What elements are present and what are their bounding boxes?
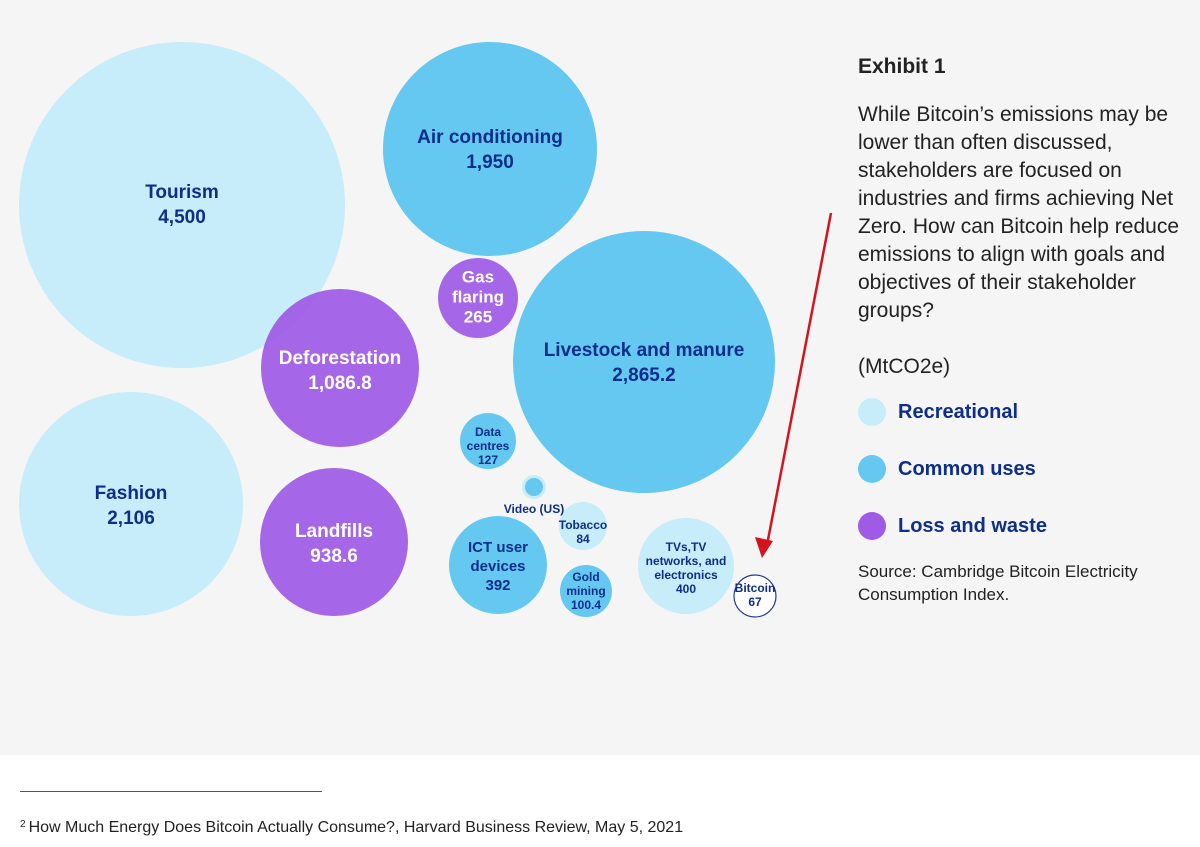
footnote-rule xyxy=(20,791,322,792)
bubble-label-ict-user-devices-line-2: devices xyxy=(470,558,525,575)
bubble-ict-user-devices xyxy=(449,516,547,614)
legend: Recreational Common uses Loss and waste xyxy=(858,398,1188,540)
legend-item-common-uses: Common uses xyxy=(858,455,1188,483)
bubble-value-tobacco: 84 xyxy=(576,532,590,546)
bubble-value-gas-flaring: 265 xyxy=(464,307,492,326)
legend-item-recreational: Recreational xyxy=(858,398,1188,426)
bubble-label-tourism: Tourism xyxy=(145,182,219,203)
bubble-label-data-centres-line-1: Data xyxy=(475,425,501,439)
legend-item-loss-and-waste: Loss and waste xyxy=(858,512,1188,540)
bubble-video-us-core xyxy=(525,478,543,496)
annotation-arrow-head xyxy=(755,537,773,558)
bubble-chart: Tourism 4,500 Fashion 2,106 Air conditioning… xyxy=(19,42,833,618)
bubble-value-livestock-and-manure: 2,865.2 xyxy=(612,365,675,386)
bubble-value-deforestation: 1,086.8 xyxy=(308,373,371,394)
bubble-label-gas-flaring-line-2: flaring xyxy=(452,287,504,306)
legend-swatch-loss-and-waste xyxy=(858,512,886,540)
bubble-value-tvs-tv-networks-and-electronics: 400 xyxy=(676,582,696,596)
exhibit-headline: While Bitcoin’s emissions may be lower t… xyxy=(858,103,1179,322)
bubble-landfills xyxy=(260,468,408,616)
bubble-label-tvs-tv-networks-and-electronics-line-1: TVs,TV xyxy=(666,540,707,554)
bubble-layer xyxy=(19,42,777,618)
bubble-tvs-tv-networks-and-electronics xyxy=(638,518,734,614)
bubble-value-bitcoin: 67 xyxy=(748,595,762,609)
legend-swatch-common-uses xyxy=(858,455,886,483)
bubble-air-conditioning xyxy=(383,42,597,256)
legend-swatch-recreational xyxy=(858,398,886,426)
bubble-value-landfills: 938.6 xyxy=(310,546,358,567)
bubble-label-livestock-and-manure: Livestock and manure xyxy=(544,340,745,361)
bubble-deforestation xyxy=(261,289,419,447)
bubble-label-video-us: Video (US) xyxy=(504,502,564,516)
bubble-fashion xyxy=(19,392,243,616)
bubble-value-gold-mining: 100.4 xyxy=(571,598,601,612)
bubble-tourism xyxy=(19,42,345,368)
bubble-value-data-centres: 127 xyxy=(478,453,498,467)
bubble-bitcoin xyxy=(733,574,777,618)
bubble-label-gold-mining-line-2: mining xyxy=(566,584,605,598)
legend-label-recreational: Recreational xyxy=(898,400,1019,423)
bubble-label-deforestation: Deforestation xyxy=(279,348,401,369)
source-note: Source: Cambridge Bitcoin Electricity Co… xyxy=(858,562,1138,604)
annotation-arrow-shaft xyxy=(765,212,833,546)
exhibit-sidebar: Exhibit 1 While Bitcoin’s emissions may … xyxy=(858,55,1188,606)
bubble-label-gas-flaring-line-1: Gas xyxy=(462,267,494,286)
bubble-gas-flaring xyxy=(438,258,518,338)
bubble-livestock-and-manure xyxy=(513,231,775,493)
bubble-data-centres xyxy=(460,413,516,469)
bubble-value-ict-user-devices: 392 xyxy=(485,577,510,594)
bubble-label-air-conditioning: Air conditioning xyxy=(417,127,563,148)
exhibit-label: Exhibit 1 xyxy=(858,55,946,78)
bubble-tobacco xyxy=(559,502,607,550)
bubble-label-data-centres-line-2: centres xyxy=(467,439,510,453)
legend-label-loss-and-waste: Loss and waste xyxy=(898,514,1047,537)
bubble-label-fashion: Fashion xyxy=(95,483,168,504)
bubble-value-fashion: 2,106 xyxy=(107,508,155,529)
footnote-text: How Much Energy Does Bitcoin Actually Co… xyxy=(28,819,684,836)
bubble-value-air-conditioning: 1,950 xyxy=(466,152,514,173)
bubble-label-ict-user-devices-line-1: ICT user xyxy=(468,539,528,556)
bubble-label-landfills: Landfills xyxy=(295,521,373,542)
bubble-label-layer: Tourism 4,500 Fashion 2,106 Air conditioning… xyxy=(95,127,776,612)
bubble-label-tobacco: Tobacco xyxy=(559,518,607,532)
chart-panel: Tourism 4,500 Fashion 2,106 Air conditioning… xyxy=(19,42,1188,618)
bubble-label-tvs-tv-networks-and-electronics-line-2: networks, and xyxy=(646,554,727,568)
footnote: 2 How Much Energy Does Bitcoin Actually C… xyxy=(20,819,683,837)
bubble-label-gold-mining-line-1: Gold xyxy=(572,570,599,584)
units-label: (MtCO2e) xyxy=(858,355,951,378)
bubble-label-tvs-tv-networks-and-electronics-line-3: electronics xyxy=(654,568,718,582)
bubble-gold-mining xyxy=(560,565,612,617)
legend-label-common-uses: Common uses xyxy=(898,457,1036,480)
footnote-marker: 2 xyxy=(20,819,26,830)
bubble-label-bitcoin: Bitcoin xyxy=(735,581,776,595)
bubble-value-tourism: 4,500 xyxy=(158,207,206,228)
